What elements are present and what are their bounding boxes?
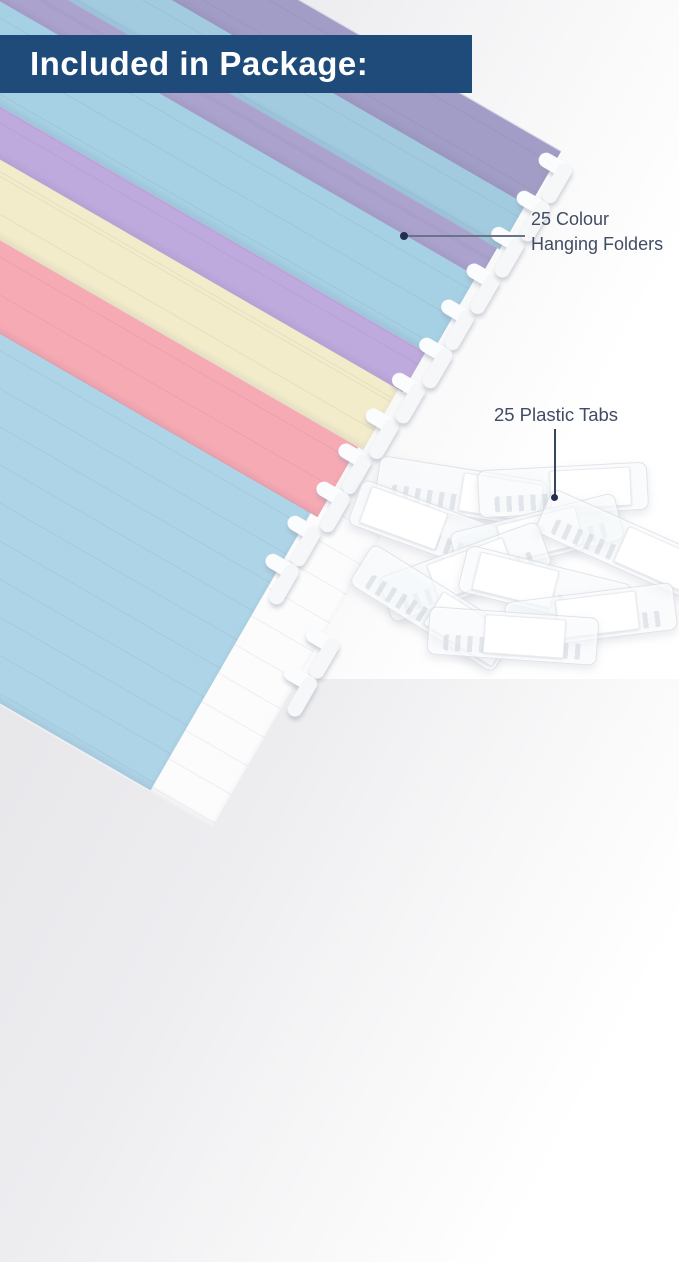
tabs-callout-label: 25 Plastic Tabs bbox=[493, 404, 619, 425]
plastic-tabs-pile bbox=[346, 454, 679, 674]
folders-callout-label: 25 Colour Hanging Folders bbox=[531, 207, 663, 257]
folders-callout-line bbox=[406, 235, 525, 237]
folders-callout-line2: Hanging Folders bbox=[531, 234, 664, 254]
folders-callout-line1: 25 Colour bbox=[531, 209, 610, 229]
package-banner: Included in Package: bbox=[0, 35, 472, 93]
page-title: Included in Package: bbox=[30, 45, 369, 82]
tabs-callout-line bbox=[554, 429, 556, 495]
plastic-tab-label-insert bbox=[483, 614, 567, 659]
folders-callout-dot bbox=[400, 232, 408, 240]
tabs-callout-dot bbox=[551, 494, 558, 501]
